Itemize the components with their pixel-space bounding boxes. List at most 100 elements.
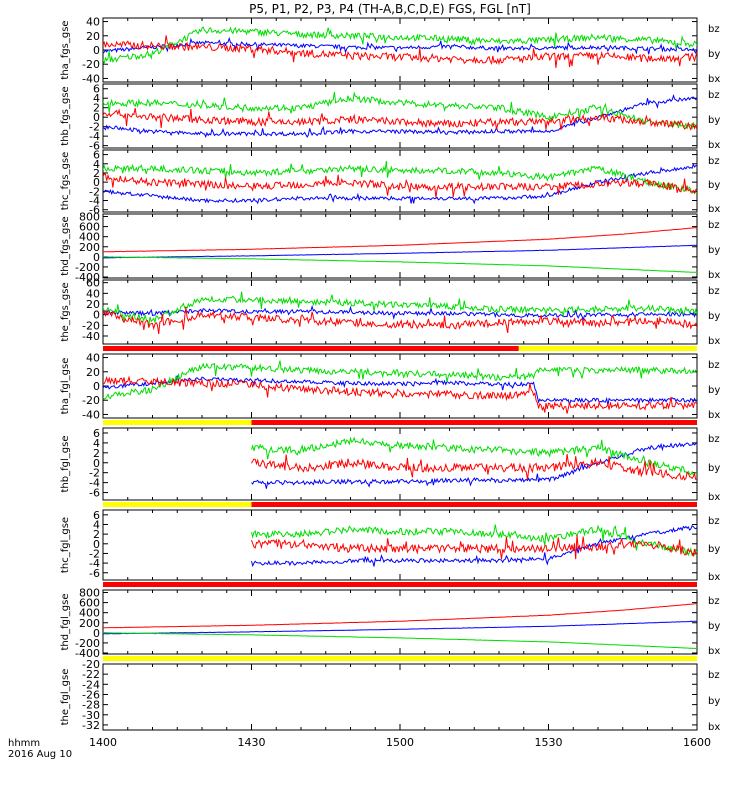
series-line-bx [251,525,697,568]
y-axis-label: thd_fgs_gse [60,216,71,275]
y-tick-label: 600 [79,597,100,610]
x-tick-label: 1400 [89,736,117,749]
y-tick-label: -6 [89,140,100,153]
y-tick-label: 0 [93,457,100,470]
series-line-bx [103,93,697,139]
y-tick-label: 400 [79,231,100,244]
y-tick-label: 20 [86,366,100,379]
y-tick-label: -200 [75,637,100,650]
series-line-bx [103,36,697,55]
legend-label-bx: bx [708,270,720,281]
legend-label-by: by [708,49,720,60]
legend-label-bz: bz [708,90,720,101]
legend-label-bz: bz [708,286,720,297]
series-line-bz [103,108,697,131]
legend-label-bz: bz [708,434,720,445]
legend-label-bx: bx [708,492,720,503]
y-tick-label: -400 [75,647,100,660]
y-tick-label: -2 [89,121,100,134]
y-axis-label: thb_fgl_gse [60,436,71,493]
series-line-by [103,360,697,400]
y-tick-label: 60 [86,277,100,290]
y-tick-label: 800 [79,211,100,224]
x-axis-group: 1400 1430 1500 1530 1600 [89,736,711,749]
x-tick-label: 1500 [386,736,414,749]
y-tick-label: 0 [93,309,100,322]
mode-bar-segment [103,346,519,351]
legend-label-bz: bz [708,360,720,371]
y-tick-label: -20 [82,658,100,671]
series-line-by [103,161,697,194]
y-tick-label: -20 [82,319,100,332]
y-tick-label: -4 [89,130,100,143]
series-line-bx [103,244,697,259]
series-line-bz [103,603,697,629]
y-tick-label: -28 [82,699,100,712]
y-tick-label: -22 [82,668,100,681]
y-tick-label: 4 [93,92,100,105]
legend-label-bx: bx [708,204,720,215]
legend-label-by: by [708,180,720,191]
y-tick-label: 0 [93,111,100,124]
y-tick-label: -2 [89,547,100,560]
y-tick-label: -4 [89,195,100,208]
y-tick-label: 600 [79,221,100,234]
y-tick-label: -40 [82,330,100,343]
mode-bar-segment [103,502,252,507]
series-line-by [103,256,697,273]
y-tick-label: 40 [86,287,100,300]
y-axis-label: thd_fgl_gse [60,594,71,651]
legend-label-bz: bz [708,670,720,681]
y-tick-label: -24 [82,678,100,691]
y-axis-label: tha_fgl_gse [60,358,71,415]
x-tick-label: 1530 [535,736,563,749]
y-axis-label: the_fgs_gse [60,282,71,341]
series-line-bz [103,375,697,414]
series-line-bx [103,375,697,406]
series-line-by [251,436,697,476]
y-tick-label: -6 [89,567,100,580]
y-axis-label: thc_fgl_gse [60,517,71,573]
y-tick-label: 0 [93,176,100,189]
legend-label-bz: bz [708,596,720,607]
series-line-bz [251,453,697,481]
y-tick-label: 6 [93,83,100,96]
y-tick-label: 4 [93,158,100,171]
y-tick-label: -6 [89,487,100,500]
mode-bar-segment [518,346,697,351]
y-tick-label: -20 [82,394,100,407]
y-tick-label: 2 [93,528,100,541]
y-tick-label: 0 [93,538,100,551]
y-tick-label: -4 [89,477,100,490]
y-tick-label: 6 [93,427,100,440]
series-line-bz [103,173,697,198]
y-tick-label: 400 [79,607,100,620]
y-tick-label: -20 [82,58,100,71]
y-tick-label: -200 [75,261,100,274]
legend-label-by: by [708,311,720,322]
y-tick-label: 0 [93,627,100,640]
series-line-bx [251,441,697,489]
legend-label-bx: bx [708,336,720,347]
legend-label-bx: bx [708,74,720,85]
legend-label-by: by [708,115,720,126]
y-tick-label: 2 [93,102,100,115]
y-tick-label: -2 [89,467,100,480]
y-tick-label: 4 [93,518,100,531]
y-tick-label: 40 [86,16,100,29]
legend-label-by: by [708,463,720,474]
y-tick-label: -40 [82,408,100,421]
mode-bar-segment [251,420,697,425]
y-tick-label: -6 [89,204,100,217]
series-line-by [103,26,697,65]
chart-title: P5, P1, P2, P3, P4 (TH-A,B,C,D,E) FGS, F… [249,2,531,16]
y-axis-label: tha_fgs_gse [60,20,71,79]
series-line-bx [103,304,697,322]
